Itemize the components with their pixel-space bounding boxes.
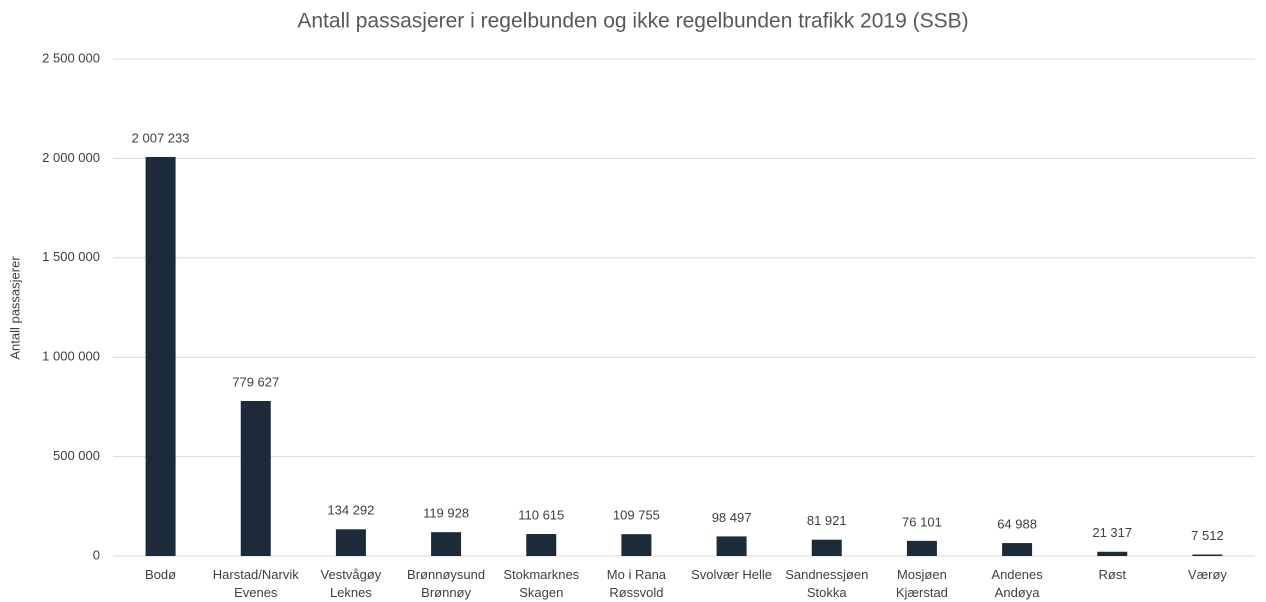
bar [1097, 551, 1128, 556]
chart-title: Antall passasjerer i regelbunden og ikke… [297, 10, 968, 33]
bar [1002, 543, 1033, 556]
x-tick-label: Svolvær Helle [691, 567, 773, 582]
bar [431, 532, 462, 556]
data-label: 119 928 [423, 506, 469, 521]
data-label: 21 317 [1092, 525, 1132, 540]
bar [906, 540, 937, 556]
bar [145, 156, 176, 556]
y-tick-label: 2 500 000 [42, 50, 100, 65]
data-label: 2 007 233 [132, 130, 190, 145]
x-tick-label: Værøy [1187, 567, 1227, 582]
x-tick-label: Røst [1098, 567, 1126, 582]
data-label: 110 615 [518, 507, 564, 522]
y-tick-label: 1 000 000 [42, 349, 100, 364]
bar [1192, 554, 1223, 556]
y-tick-label: 1 500 000 [42, 249, 100, 264]
x-tick-label: Andenes Andøya [991, 567, 1043, 600]
bar [240, 401, 271, 556]
x-tick-label: Mo i Rana Røssvold [606, 567, 667, 600]
y-tick-label: 0 [93, 547, 100, 562]
x-tick-label: Bodø [145, 567, 177, 582]
y-tick-label: 500 000 [53, 448, 100, 463]
data-label: 7 512 [1191, 528, 1224, 543]
data-label: 76 101 [902, 514, 942, 529]
bar [335, 529, 366, 556]
data-label: 64 988 [997, 517, 1037, 532]
x-tick-label: Harstad/Narvik Evenes [212, 567, 299, 600]
bar [526, 534, 557, 556]
data-label: 81 921 [807, 513, 847, 528]
data-label: 98 497 [712, 510, 752, 525]
bar [716, 536, 747, 556]
x-tick-label: Vestvågøy Leknes [320, 567, 382, 600]
data-label: 134 292 [327, 503, 374, 518]
y-axis-label: Antall passasjerer [7, 256, 22, 360]
x-tick-label: Stokmarknes Skagen [503, 567, 580, 600]
y-tick-label: 2 000 000 [42, 150, 100, 165]
data-label: 109 755 [613, 508, 660, 523]
x-tick-label: Brønnøysund Brønnøy [407, 567, 486, 600]
bar [811, 539, 842, 556]
x-tick-label: Sandnessjøen Stokka [785, 567, 869, 600]
bar [621, 534, 652, 556]
x-tick-label: Mosjøen Kjærstad [895, 567, 948, 600]
data-label: 779 627 [232, 374, 279, 389]
